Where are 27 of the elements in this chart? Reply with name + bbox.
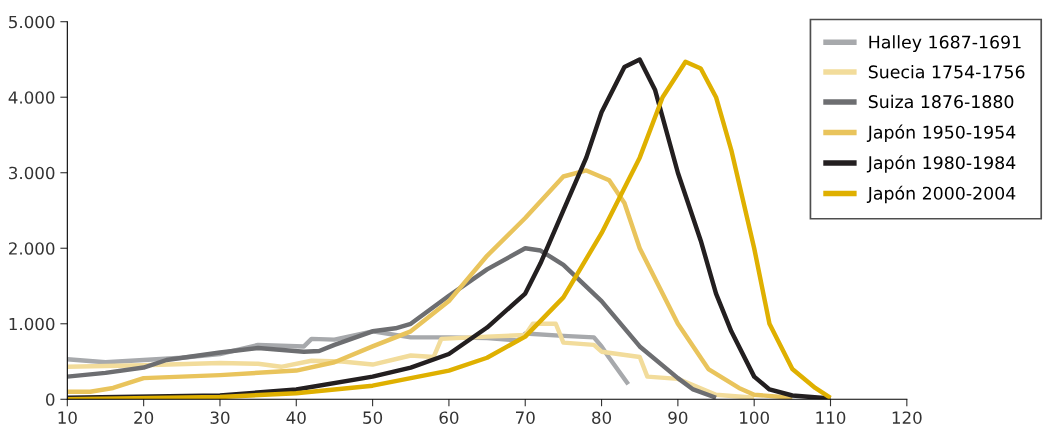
legend-label: Japón 1950-1954 (866, 124, 1016, 143)
x-tick-label: 80 (592, 411, 612, 424)
x-tick-label: 110 (816, 411, 846, 424)
y-tick-label: 3.000 (9, 166, 55, 180)
x-tick-label: 40 (286, 411, 306, 424)
legend-label: Japón 2000-2004 (866, 185, 1016, 204)
y-tick-label: 5.000 (9, 15, 55, 29)
y-tick-label: 1.000 (9, 317, 55, 331)
y-tick-label: 4.000 (8, 91, 55, 104)
line-series (67, 168, 795, 400)
line-series (67, 246, 719, 400)
x-tick-label: 30 (210, 411, 230, 424)
x-tick-label: 10 (58, 411, 77, 424)
legend-label: Halley 1687-1691 (869, 35, 1021, 52)
legend-label: Suiza 1876-1880 (868, 94, 1014, 109)
x-tick-label: 60 (439, 411, 459, 424)
x-tick-label: 20 (134, 411, 154, 424)
x-tick-label: 100 (740, 411, 769, 424)
x-tick-label: 90 (668, 411, 688, 424)
y-tick-label: 2.000 (9, 242, 55, 255)
x-tick-label: 70 (516, 411, 535, 424)
y-tick-label: 0 (46, 393, 55, 406)
legend-label: Suecia 1754-1756 (868, 64, 1025, 79)
line-series (67, 321, 757, 400)
x-tick-label: 50 (363, 411, 383, 424)
legend-label: Japón 1980-1984 (866, 155, 1016, 173)
x-tick-label: 120 (892, 411, 922, 424)
